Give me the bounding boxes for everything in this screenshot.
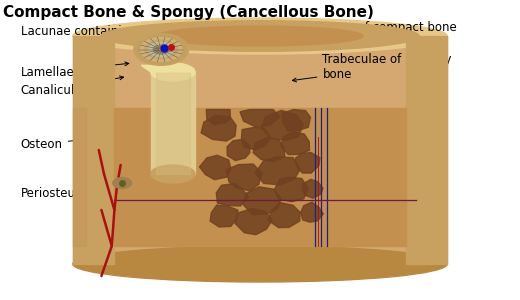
Ellipse shape: [157, 26, 363, 46]
Polygon shape: [201, 116, 236, 141]
Polygon shape: [216, 184, 249, 206]
Circle shape: [149, 42, 174, 57]
Ellipse shape: [101, 21, 419, 51]
Circle shape: [134, 34, 189, 65]
Text: Trabeculae of  spongy
bone: Trabeculae of spongy bone: [292, 53, 452, 82]
Polygon shape: [235, 209, 272, 235]
Text: Lacunae containing osteocytes: Lacunae containing osteocytes: [21, 25, 204, 50]
Text: Compact Bone & Spongy (Cancellous Bone): Compact Bone & Spongy (Cancellous Bone): [3, 4, 373, 20]
Polygon shape: [210, 205, 238, 227]
Polygon shape: [114, 108, 406, 246]
Circle shape: [153, 45, 169, 54]
Ellipse shape: [73, 18, 447, 54]
Polygon shape: [261, 110, 303, 140]
Polygon shape: [73, 108, 86, 246]
Polygon shape: [301, 202, 323, 222]
Polygon shape: [206, 110, 230, 124]
Polygon shape: [141, 65, 195, 72]
Text: Osteon: Osteon: [21, 132, 139, 151]
Text: Haversian
canal: Haversian canal: [336, 119, 413, 148]
Text: Volkmann's canal: Volkmann's canal: [310, 204, 425, 230]
Polygon shape: [281, 132, 309, 154]
Text: Periosteum: Periosteum: [21, 182, 137, 200]
Polygon shape: [227, 139, 250, 161]
Ellipse shape: [73, 246, 447, 282]
Circle shape: [113, 178, 132, 188]
Polygon shape: [302, 179, 323, 198]
Circle shape: [136, 35, 186, 64]
Polygon shape: [255, 157, 300, 185]
Polygon shape: [268, 202, 300, 228]
Polygon shape: [406, 36, 447, 264]
Polygon shape: [73, 36, 447, 264]
Polygon shape: [200, 155, 231, 180]
Ellipse shape: [151, 63, 195, 81]
Polygon shape: [275, 177, 308, 202]
Polygon shape: [295, 152, 320, 173]
Circle shape: [140, 38, 182, 62]
Text: Osteon of compact bone: Osteon of compact bone: [300, 20, 457, 44]
Polygon shape: [253, 138, 285, 162]
Text: Lamellae: Lamellae: [21, 62, 129, 79]
Polygon shape: [226, 164, 262, 191]
Text: Canaliculi: Canaliculi: [21, 76, 124, 97]
Ellipse shape: [151, 165, 195, 183]
Polygon shape: [282, 110, 310, 131]
Circle shape: [145, 40, 178, 59]
Polygon shape: [241, 127, 270, 150]
Polygon shape: [151, 72, 195, 174]
Polygon shape: [243, 187, 281, 215]
Polygon shape: [156, 72, 190, 174]
Polygon shape: [240, 110, 280, 127]
Polygon shape: [73, 36, 114, 264]
